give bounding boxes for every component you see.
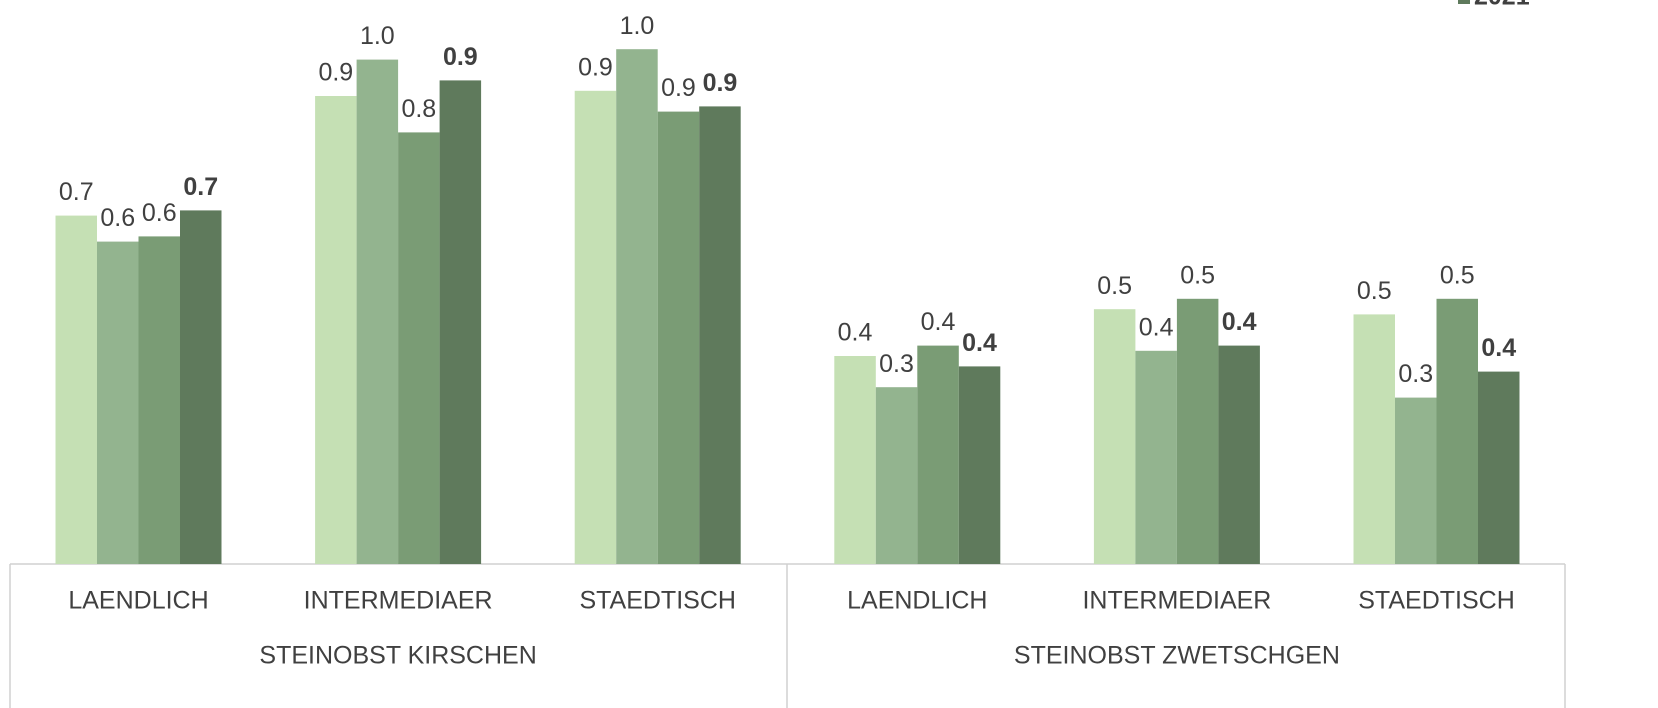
data-label: 0.9 — [703, 69, 738, 97]
x-tick-label: STAEDTISCH — [1358, 587, 1515, 615]
bar — [1176, 298, 1219, 564]
bar — [180, 210, 222, 564]
bar — [1395, 397, 1437, 564]
bar — [1093, 309, 1136, 564]
data-label: 0.4 — [1481, 334, 1516, 362]
data-label: 0.4 — [962, 329, 997, 357]
data-label: 0.4 — [1222, 308, 1257, 336]
bar — [439, 80, 482, 565]
bar — [1135, 350, 1177, 564]
data-label: 0.3 — [879, 350, 914, 378]
data-label: 0.4 — [921, 308, 956, 336]
data-label: 0.5 — [1180, 261, 1215, 289]
bar — [574, 90, 617, 565]
data-label: 0.6 — [142, 199, 177, 227]
data-label: 0.3 — [1398, 360, 1433, 388]
data-label: 0.9 — [318, 59, 353, 87]
data-label: 0.4 — [838, 319, 873, 347]
data-label: 0.5 — [1440, 261, 1475, 289]
bar — [1218, 345, 1260, 564]
bar — [699, 106, 741, 565]
bar — [1353, 314, 1395, 564]
bar — [315, 96, 357, 564]
data-label: 0.5 — [1097, 272, 1132, 300]
data-label: 1.0 — [360, 22, 395, 50]
x-tick-label: STAEDTISCH — [579, 587, 736, 615]
bar — [917, 345, 959, 564]
data-label: 0.9 — [443, 43, 478, 71]
bar — [1478, 371, 1520, 564]
legend-label: 2021 — [1474, 0, 1530, 11]
data-label: 0.6 — [100, 204, 135, 232]
bar — [834, 356, 876, 564]
bar — [657, 111, 700, 564]
data-label: 0.5 — [1357, 277, 1392, 305]
data-label: 0.9 — [661, 74, 696, 102]
x-tick-label: INTERMEDIAER — [1082, 587, 1271, 615]
bar — [138, 236, 180, 564]
bar — [55, 215, 97, 564]
bar — [958, 366, 1001, 564]
data-label: 0.4 — [1139, 313, 1174, 341]
data-label: 0.8 — [401, 95, 436, 123]
bar — [356, 59, 399, 564]
bar — [97, 241, 139, 564]
x-tick-label: LAENDLICH — [68, 587, 208, 615]
bar — [875, 387, 918, 564]
x-tick-label: INTERMEDIAER — [304, 587, 493, 615]
bar — [1436, 298, 1478, 564]
data-label: 0.9 — [578, 53, 613, 81]
group-label: STEINOBST KIRSCHEN — [259, 642, 536, 670]
data-label: 0.7 — [59, 178, 94, 206]
group-label: STEINOBST ZWETSCHGEN — [1014, 642, 1340, 670]
bar — [398, 132, 440, 564]
x-tick-label: LAENDLICH — [847, 587, 987, 615]
bar — [616, 49, 658, 564]
legend-swatch — [1458, 0, 1470, 4]
data-label: 0.7 — [183, 173, 218, 201]
data-label: 1.0 — [620, 12, 655, 40]
